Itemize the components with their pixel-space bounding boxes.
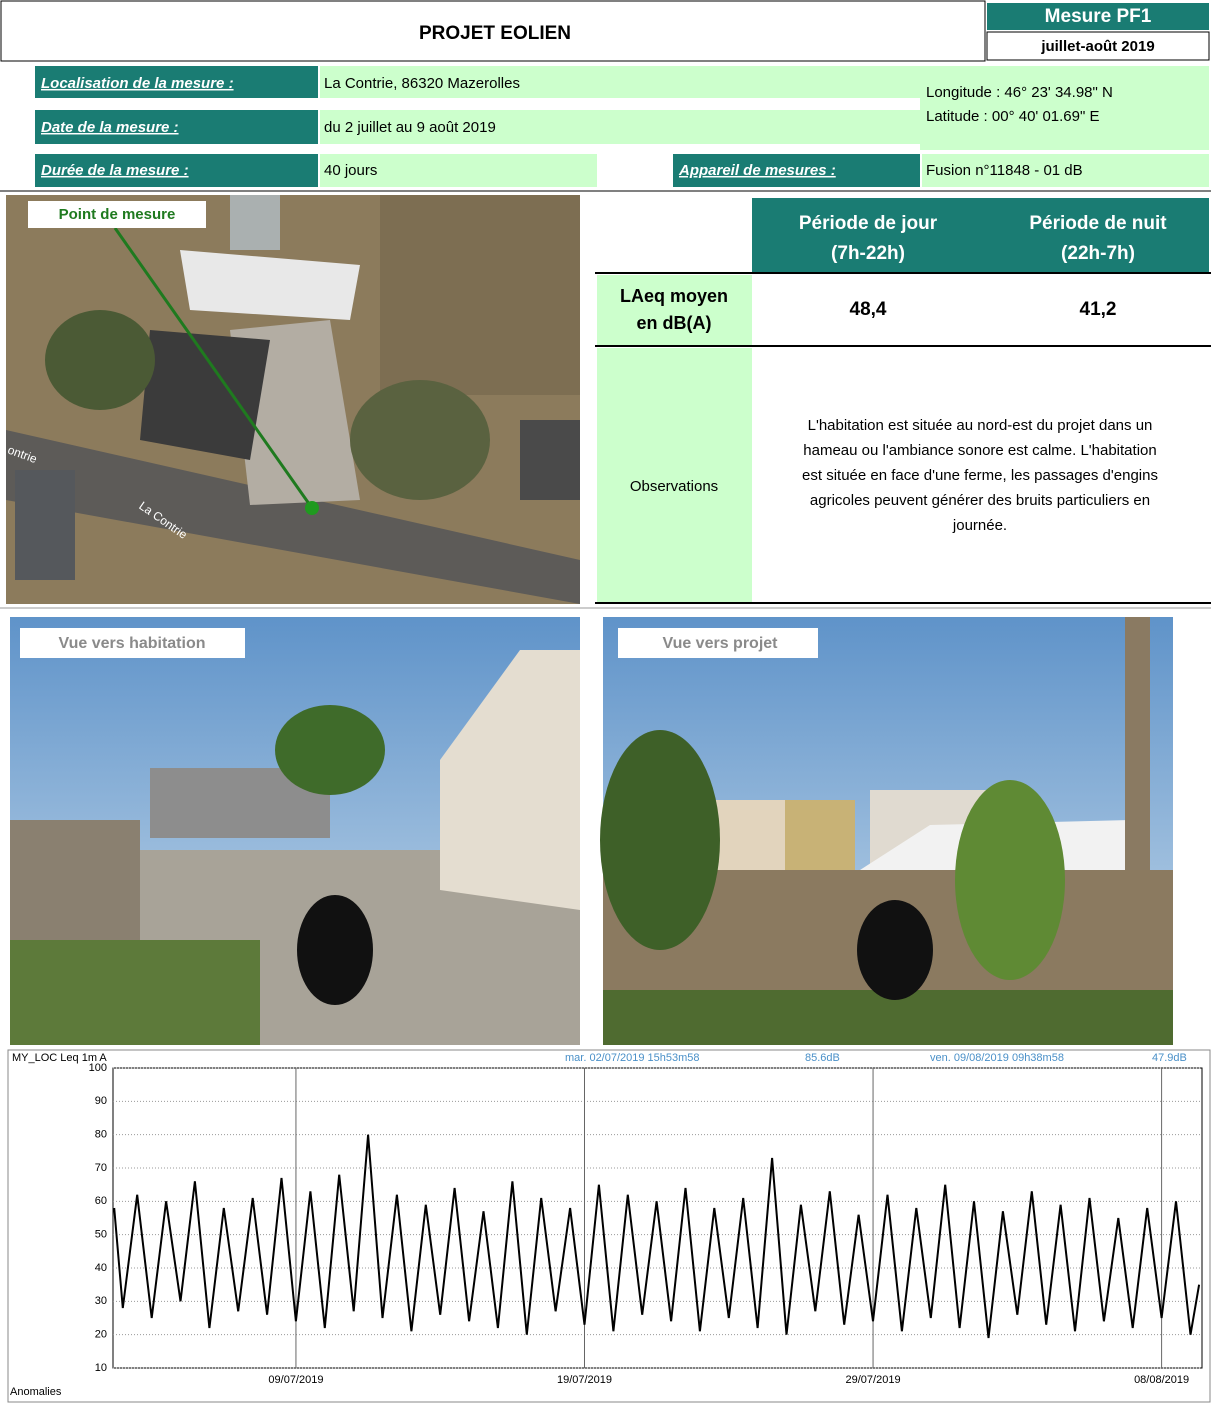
measure: Mesure PF1: [1045, 6, 1152, 27]
date-label: Date de la mesure :: [41, 119, 179, 136]
observation-line: hameau ou l'ambiance sonore est calme. L…: [803, 442, 1156, 459]
device-label: Appareil de mesures :: [678, 162, 836, 179]
duration: 40 jours: [324, 162, 377, 179]
cursor-start: mar. 02/07/2019 15h53m58: [565, 1052, 700, 1064]
x-tick-label: 08/08/2019: [1134, 1374, 1189, 1386]
column-header: Période de jour: [799, 213, 938, 234]
row-label-box: [597, 348, 752, 602]
y-tick-label: 40: [95, 1262, 107, 1274]
column-header: (7h-22h): [831, 243, 905, 264]
y-tick-label: 100: [89, 1062, 107, 1074]
cell-value: 48,4: [850, 299, 887, 320]
y-tick-label: 60: [95, 1195, 107, 1207]
y-tick-label: 10: [95, 1362, 107, 1374]
observation-line: journée.: [952, 517, 1007, 534]
cursor-end-value: 47.9dB: [1152, 1052, 1187, 1064]
chart-frame: [8, 1050, 1210, 1402]
y-tick-label: 30: [95, 1295, 107, 1307]
duration-label: Durée de la mesure :: [41, 162, 189, 179]
observation-line: L'habitation est située au nord-est du p…: [808, 417, 1153, 434]
x-tick-label: 29/07/2019: [846, 1374, 901, 1386]
photo-label: Vue vers habitation: [59, 635, 206, 652]
observation-line: agricoles peuvent générer des bruits par…: [810, 492, 1150, 509]
row-label: Observations: [630, 478, 718, 495]
cell-value: 41,2: [1080, 299, 1117, 320]
location-label: Localisation de la mesure :: [41, 75, 234, 92]
y-tick-label: 50: [95, 1229, 107, 1241]
x-tick-label: 19/07/2019: [557, 1374, 612, 1386]
latitude: Latitude : 00° 40' 01.69" E: [926, 108, 1099, 125]
row-label: LAeq moyen: [620, 286, 728, 306]
map: [6, 195, 580, 604]
title: PROJET EOLIEN: [419, 23, 571, 44]
date: du 2 juillet au 9 août 2019: [324, 119, 496, 136]
y-tick-label: 90: [95, 1095, 107, 1107]
x-tick-label: 09/07/2019: [268, 1374, 323, 1386]
column-header: (22h-7h): [1061, 243, 1135, 264]
location: La Contrie, 86320 Mazerolles: [324, 75, 520, 92]
photo-label: Vue vers projet: [662, 635, 778, 652]
table-header: [752, 198, 1209, 272]
cursor-start-value: 85.6dB: [805, 1052, 840, 1064]
y-tick-label: 80: [95, 1129, 107, 1141]
cursor-end: ven. 09/08/2019 09h38m58: [930, 1052, 1064, 1064]
photo: [600, 617, 1173, 1045]
page: PROJET EOLIEN Mesure PF1 juillet-août 20…: [0, 0, 1211, 1403]
period: juillet-août 2019: [1040, 38, 1154, 55]
photo: [10, 617, 580, 1045]
longitude: Longitude : 46° 23' 34.98" N: [926, 84, 1113, 101]
device: Fusion n°11848 - 01 dB: [926, 162, 1083, 179]
y-tick-label: 70: [95, 1162, 107, 1174]
observation-line: est située en face d'une ferme, les pass…: [802, 467, 1158, 484]
row-label: en dB(A): [637, 313, 712, 333]
footer-label: Anomalies: [10, 1386, 62, 1398]
point-label: Point de mesure: [59, 206, 176, 223]
column-header: Période de nuit: [1029, 213, 1167, 234]
y-tick-label: 20: [95, 1329, 107, 1341]
